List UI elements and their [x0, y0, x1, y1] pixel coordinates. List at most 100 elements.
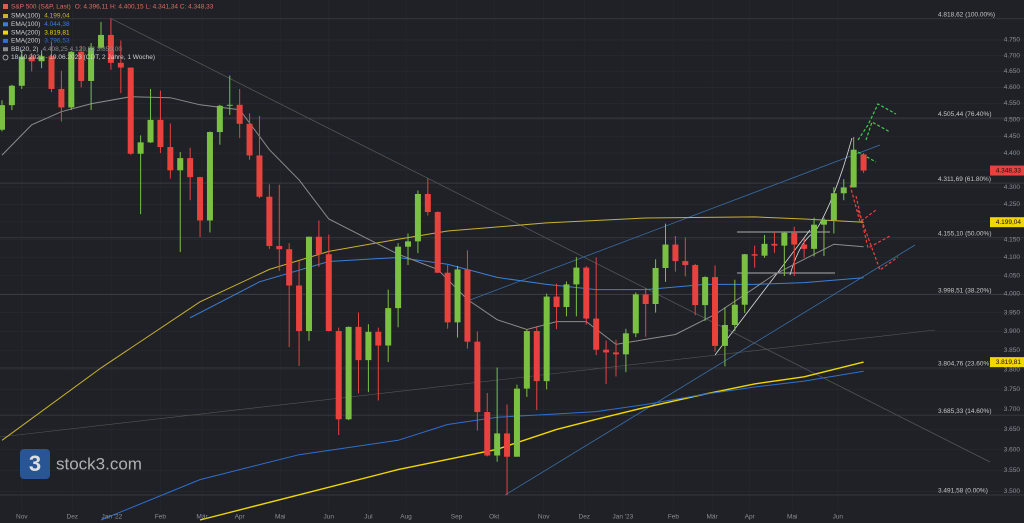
candle-body — [424, 193, 431, 213]
y-tick-label: 4.450 — [1004, 133, 1021, 140]
candle-body — [414, 193, 421, 242]
candle-body — [771, 243, 778, 246]
candle-body — [553, 296, 560, 307]
x-tick-label: Feb — [668, 514, 680, 521]
grid — [0, 18, 1024, 496]
y-tick-label: 4.150 — [1004, 236, 1021, 243]
legend-name: SMA(100) — [11, 13, 40, 20]
candle-body — [395, 246, 402, 309]
projection-arrow — [855, 195, 891, 249]
price-tag-label: 3.819,81 — [996, 359, 1022, 366]
fib-label: 3.491,58 (0.00%) — [938, 488, 988, 495]
candle-body — [504, 433, 511, 457]
x-tick-label: Apr — [745, 514, 756, 521]
channel-line — [469, 144, 881, 301]
y-tick-label: 3.750 — [1004, 386, 1021, 393]
candle-body — [286, 249, 293, 286]
clock-icon — [2, 54, 9, 61]
x-tick-label: Mär — [196, 514, 208, 521]
x-tick-label: Nov — [16, 514, 28, 521]
candle-body — [593, 318, 600, 350]
legend-swatch — [3, 22, 8, 27]
trend-line — [109, 17, 991, 463]
candle-body — [216, 105, 223, 133]
fib-label: 3.804,76 (23.60%) — [938, 361, 991, 368]
candle-body — [365, 331, 372, 361]
candle-body — [325, 254, 332, 332]
y-tick-label: 4.700 — [1004, 52, 1021, 59]
price-tag — [990, 217, 1024, 228]
x-tick-label: Mai — [275, 514, 285, 521]
x-tick-label: Dez — [67, 514, 79, 521]
logo-glyph: 3 — [29, 451, 41, 476]
candle-body — [434, 212, 441, 273]
fib-label: 3.685,33 (14.60%) — [938, 408, 991, 415]
candle-body — [791, 232, 798, 245]
y-tick-label: 3.500 — [1004, 488, 1021, 495]
x-tick-label: Apr — [235, 514, 246, 521]
candle-body — [305, 236, 312, 332]
x-tick-label: Mär — [706, 514, 718, 521]
channel-line — [504, 244, 916, 496]
y-tick-label: 3.650 — [1004, 426, 1021, 433]
y-tick-label: 3.600 — [1004, 446, 1021, 453]
candle-body — [563, 284, 570, 307]
candle-body — [692, 265, 699, 306]
legend-name: EMA(100) — [11, 21, 40, 28]
candle-body — [0, 105, 5, 130]
candle-body — [335, 331, 342, 420]
candle-body — [236, 104, 243, 124]
fib-label: 4.155,10 (50.00%) — [938, 230, 991, 237]
candle-body — [147, 119, 154, 143]
legend-value: 4.199,04 — [44, 13, 70, 20]
y-tick-label: 4.100 — [1004, 254, 1021, 261]
candle-body — [58, 88, 65, 108]
price-tag-label: 4.348,33 — [996, 167, 1022, 174]
legend-value: 4.044,38 — [44, 21, 70, 28]
legend-value: 3.796,53 — [44, 38, 70, 45]
projection-arrow — [857, 103, 897, 141]
legend-name: SMA(200) — [11, 29, 40, 36]
x-tick-label: Jan '23 — [613, 514, 634, 521]
indicator-line — [1, 216, 864, 441]
candle-body — [632, 294, 639, 334]
x-tick-label: Jun — [324, 514, 335, 521]
trend-line — [0, 329, 936, 438]
legend-swatch — [3, 38, 8, 43]
candle-body — [533, 331, 540, 382]
legend-swatch — [3, 14, 8, 18]
y-tick-label: 3.550 — [1004, 467, 1021, 474]
projection-arrow — [849, 184, 877, 224]
labels: 3.500 3.550 3.600 3.650 3.700 3.750 3.800 3.850… — [2, 4, 1024, 521]
y-tick-label: 4.400 — [1004, 150, 1021, 157]
x-tick-label: Nov — [538, 514, 550, 521]
x-tick-label: Mai — [787, 514, 797, 521]
fib-label: 4.505,44 (76.40%) — [938, 111, 991, 118]
candle-body — [127, 67, 134, 154]
y-tick-label: 3.700 — [1004, 406, 1021, 413]
candle-body — [603, 349, 610, 353]
chart-title: S&P 500 (S&P, Last) — [11, 4, 71, 11]
candle-body — [177, 158, 184, 171]
candle-body — [652, 267, 659, 305]
y-tick-label: 4.000 — [1004, 291, 1021, 298]
y-tick-label: 4.600 — [1004, 84, 1021, 91]
candle-body — [78, 51, 85, 81]
y-tick-label: 4.050 — [1004, 272, 1021, 279]
legend-value: 3.819,81 — [44, 29, 70, 36]
candle-body — [157, 119, 164, 148]
candle-body — [206, 132, 213, 221]
candle-body — [8, 85, 15, 106]
price-tag — [990, 165, 1024, 176]
candle-body — [484, 412, 491, 456]
price-tag — [990, 357, 1024, 368]
y-tick-label: 4.550 — [1004, 100, 1021, 107]
candle-body — [721, 324, 728, 346]
legend-swatch — [3, 30, 8, 35]
y-tick-label: 4.650 — [1004, 68, 1021, 75]
candle-body — [712, 277, 719, 346]
candle-body — [474, 341, 481, 413]
candle-body — [187, 158, 194, 178]
candle-body — [662, 244, 669, 268]
